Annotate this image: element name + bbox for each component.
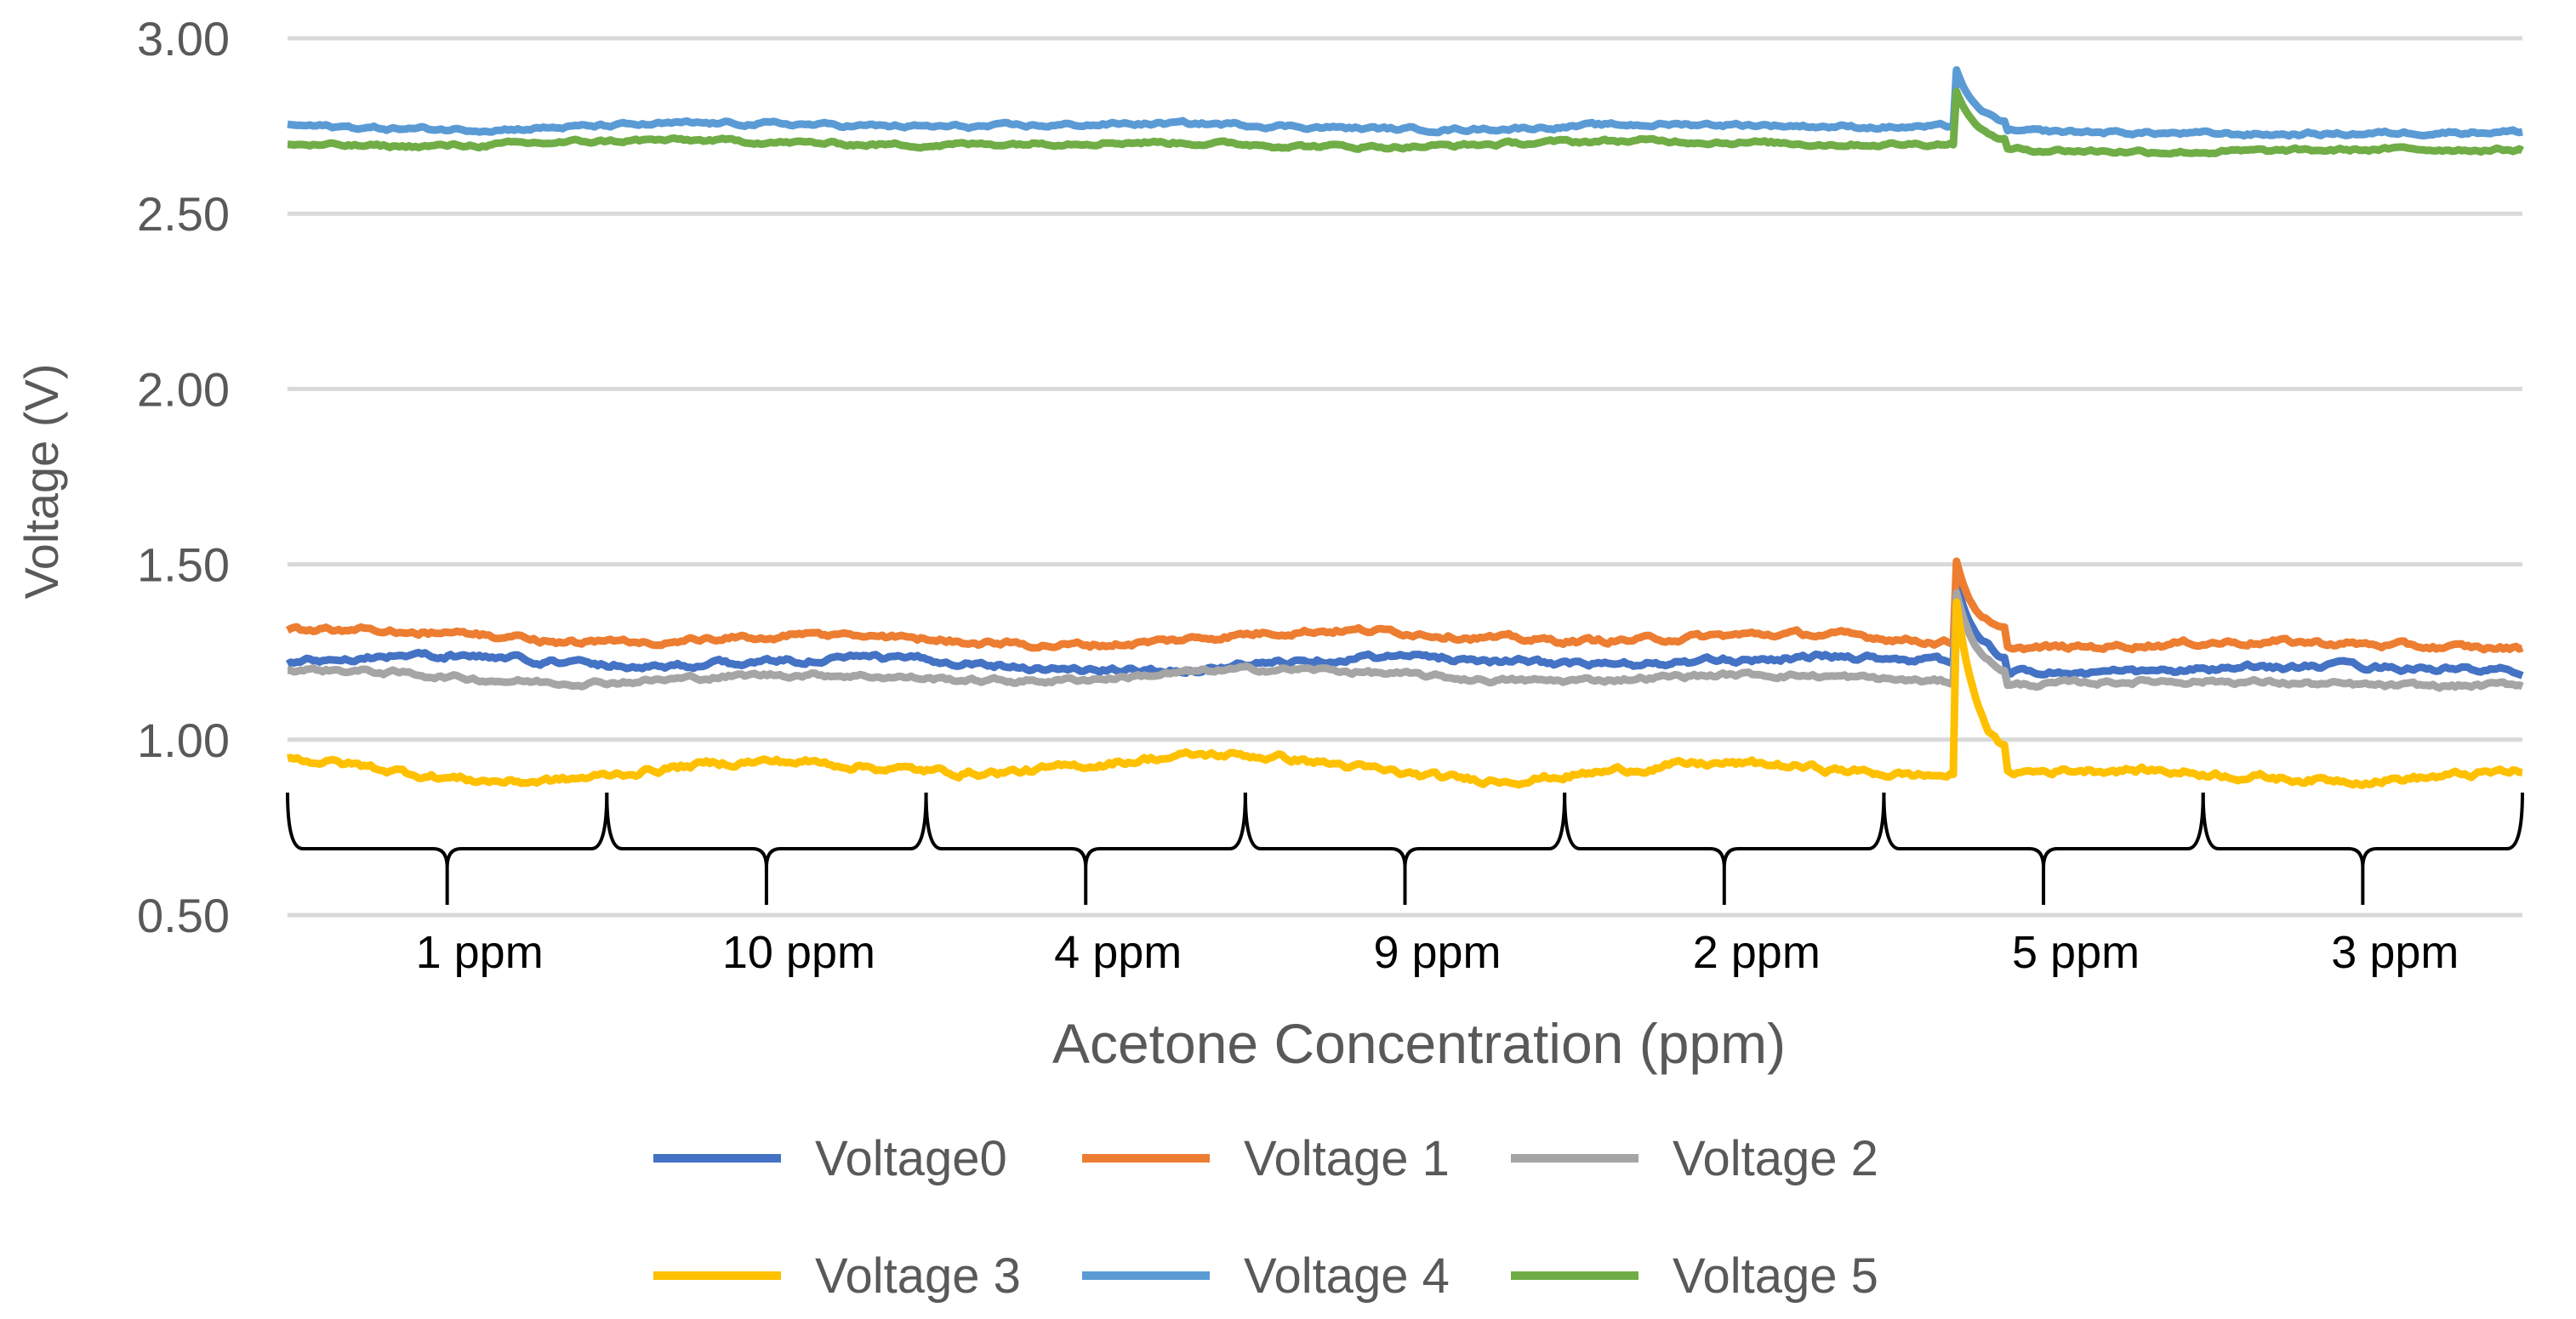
series-line	[287, 588, 2524, 692]
y-axis-title: Voltage (V)	[14, 363, 68, 599]
segment-brace	[1243, 792, 1567, 905]
series-line	[287, 88, 2525, 158]
y-tick-label: 0.50	[137, 889, 230, 942]
segment-brace	[1882, 792, 2205, 905]
legend-label: Voltage 3	[815, 1248, 1021, 1304]
segment-label: 5 ppm	[2012, 927, 2140, 978]
segment-label: 2 ppm	[1693, 927, 1821, 978]
segment-brace	[2201, 792, 2524, 905]
segment-brace	[605, 792, 928, 905]
segment-brace	[924, 792, 1247, 905]
segment-label: 1 ppm	[416, 927, 544, 978]
gridlines	[288, 36, 2522, 918]
legend-label: Voltage 2	[1673, 1131, 1878, 1186]
segment-labels: 1 ppm 10 ppm 4 ppm 9 ppm 2 ppm 5 ppm 3 ppm	[416, 927, 2459, 978]
segment-brace	[286, 792, 609, 905]
segment-label: 9 ppm	[1373, 927, 1501, 978]
legend-label: Voltage0	[815, 1131, 1007, 1186]
y-tick-label: 2.50	[137, 187, 230, 241]
segment-label: 4 ppm	[1054, 927, 1182, 978]
segment-label: 10 ppm	[722, 927, 875, 978]
series-line	[287, 65, 2523, 140]
segment-brace	[1563, 792, 1886, 905]
y-tick-label: 2.00	[137, 362, 230, 416]
series-line	[287, 598, 2523, 789]
segment-braces	[286, 792, 2524, 905]
y-tick-label: 3.00	[137, 12, 230, 65]
segment-label: 3 ppm	[2331, 927, 2459, 978]
x-axis-title: Acetone Concentration (ppm)	[1052, 1012, 1786, 1075]
series-lines	[285, 65, 2525, 789]
series-line	[285, 577, 2524, 679]
legend: Voltage0 Voltage 1 Voltage 2 Voltage 3 Volta…	[653, 1131, 1878, 1304]
y-axis-ticks: 0.50 1.00 1.50 2.00 2.50 3.00	[137, 12, 230, 942]
legend-label: Voltage 1	[1244, 1131, 1450, 1186]
y-tick-label: 1.00	[137, 714, 230, 767]
series-line	[285, 557, 2524, 654]
y-tick-label: 1.50	[137, 538, 230, 592]
legend-label: Voltage 4	[1244, 1248, 1450, 1304]
legend-label: Voltage 5	[1673, 1248, 1878, 1304]
